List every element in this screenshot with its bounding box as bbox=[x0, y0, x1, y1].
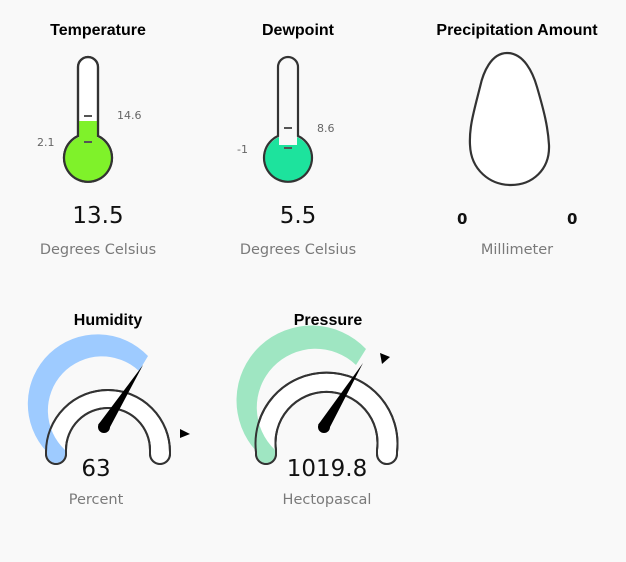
humidity-needle bbox=[98, 365, 143, 429]
pressure-fill bbox=[236, 325, 366, 463]
precipitation-unit: Millimeter bbox=[480, 242, 554, 258]
pressure-needle bbox=[318, 363, 363, 429]
temperature-title: Temperature bbox=[50, 22, 146, 39]
humidity-marker-arrow bbox=[180, 429, 190, 438]
humidity-value: 63 bbox=[81, 456, 111, 482]
humidity-unit: Percent bbox=[68, 492, 124, 508]
dewpoint-value: 5.5 bbox=[279, 203, 317, 229]
pressure-marker-arrow bbox=[380, 353, 390, 364]
precipitation-title: Precipitation Amount bbox=[436, 22, 598, 39]
dewpoint-max-label: 8.6 bbox=[317, 122, 335, 135]
temperature-max-label: 14.6 bbox=[117, 109, 142, 122]
raindrop-icon bbox=[468, 51, 551, 187]
temperature-widget: Temperature 14.6 2.1 13.5 Degrees Celsiu… bbox=[28, 15, 168, 265]
temperature-min-label: 2.1 bbox=[37, 136, 55, 149]
dewpoint-min-label: -1 bbox=[237, 143, 248, 156]
dewpoint-unit: Degrees Celsius bbox=[239, 242, 357, 258]
dewpoint-title: Dewpoint bbox=[262, 22, 334, 39]
pressure-widget: Pressure 1019.8 Hectopascal bbox=[236, 305, 414, 515]
dewpoint-fill bbox=[265, 137, 311, 182]
temperature-thermometer-icon bbox=[62, 55, 114, 183]
dewpoint-widget: Dewpoint 8.6 -1 5.5 Degrees Celsius bbox=[228, 15, 368, 265]
humidity-fill bbox=[27, 334, 148, 463]
pressure-title: Pressure bbox=[293, 312, 363, 329]
pressure-gauge bbox=[236, 325, 399, 465]
precipitation-min-label: 0 bbox=[457, 210, 468, 228]
precipitation-widget: Precipitation Amount 0 0 Millimeter bbox=[425, 15, 609, 265]
temperature-value: 13.5 bbox=[72, 203, 124, 229]
precipitation-max-label: 0 bbox=[567, 210, 578, 228]
pressure-unit: Hectopascal bbox=[282, 492, 372, 508]
temperature-fill bbox=[65, 121, 111, 182]
pressure-value: 1019.8 bbox=[286, 456, 368, 482]
humidity-gauge bbox=[27, 334, 190, 465]
dewpoint-thermometer-icon bbox=[262, 55, 314, 183]
humidity-widget: Humidity 63 Percent bbox=[22, 305, 194, 515]
temperature-unit: Degrees Celsius bbox=[39, 242, 157, 258]
humidity-title: Humidity bbox=[73, 312, 143, 329]
